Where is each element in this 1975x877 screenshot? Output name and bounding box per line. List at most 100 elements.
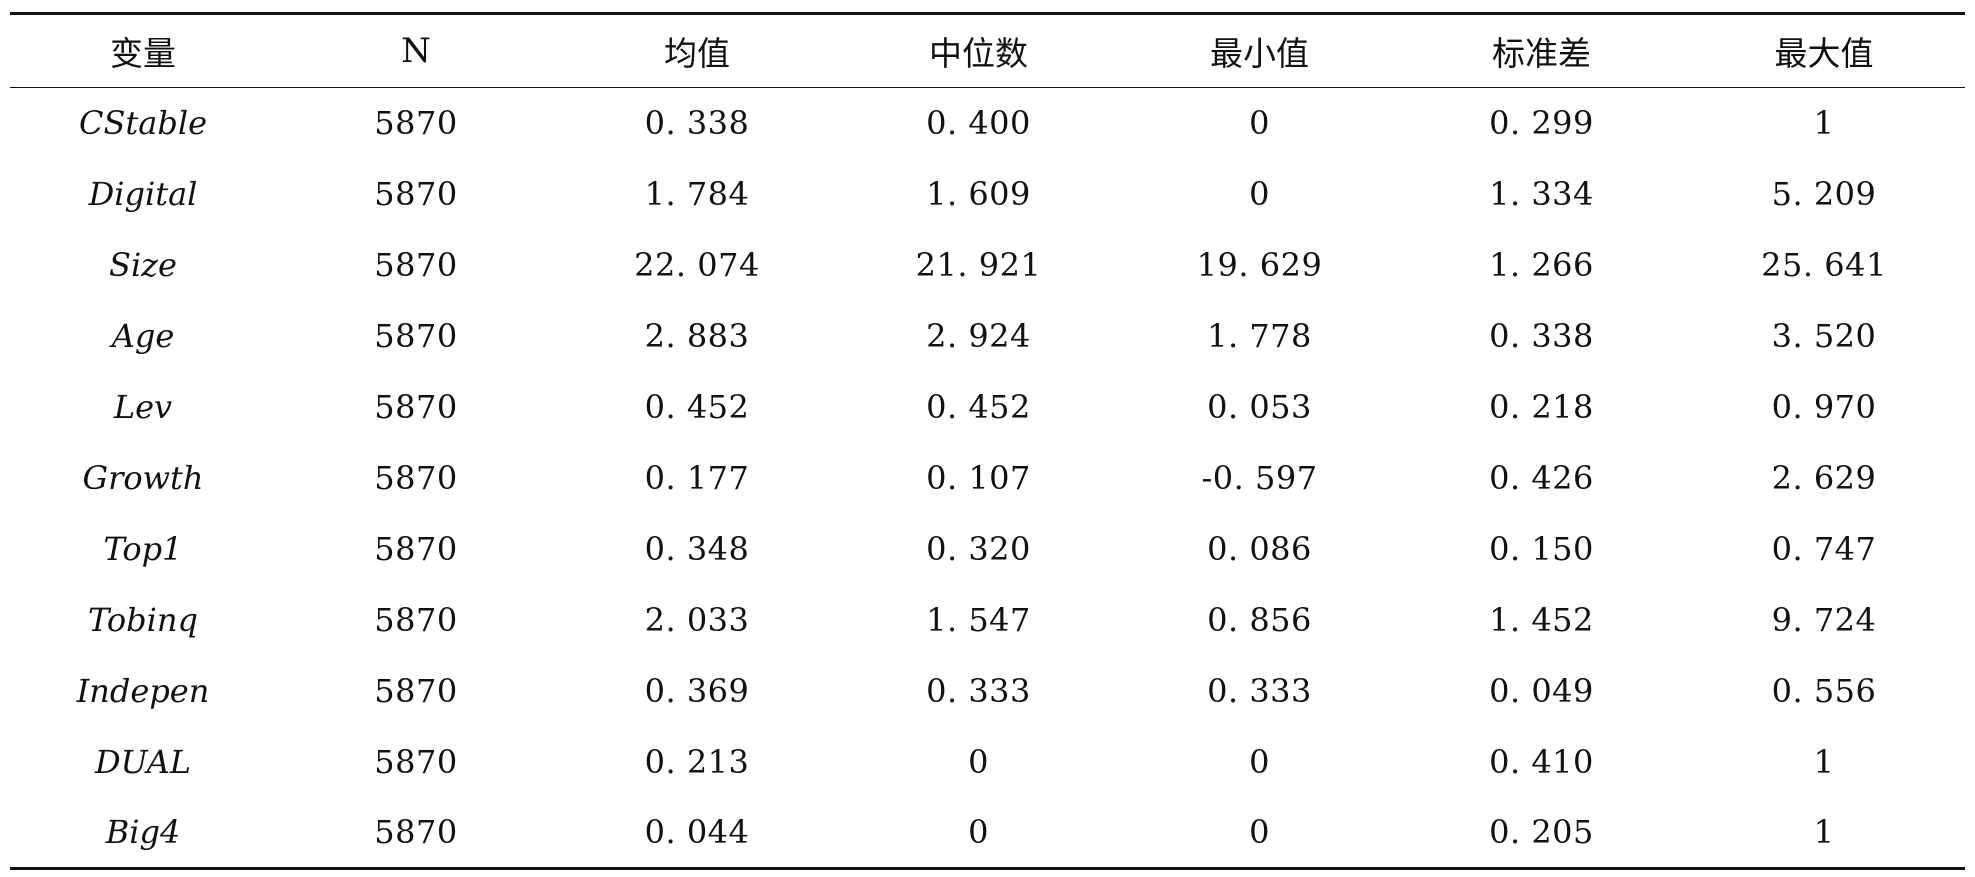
min-cell: 0 (1249, 175, 1270, 213)
mean-cell: 0. 044 (556, 797, 838, 870)
max-cell: 2. 629 (1771, 459, 1877, 497)
table-row: Lev 5870 0. 452 0. 452 0. 053 0. 218 0. 970 (10, 372, 1965, 443)
median-cell: 0. 107 (926, 459, 1031, 497)
table-header: 变量 N 均值 中位数 最小值 标准差 最大值 (10, 12, 1965, 88)
n-cell: 5870 (276, 797, 556, 870)
table-row: DUAL 5870 0. 213 0 0 0. 410 1 (10, 727, 1965, 798)
sd-cell: 1. 452 (1489, 601, 1594, 639)
sd-cell: 0. 410 (1489, 743, 1594, 781)
variable-cell: Indepen (76, 672, 210, 710)
min-cell: 1. 778 (1207, 317, 1312, 355)
mean-cell: 0. 452 (644, 388, 750, 426)
min-cell: 0 (1249, 743, 1270, 781)
header-min: 最小值 (1119, 12, 1400, 88)
median-cell: 21. 921 (915, 246, 1042, 284)
min-cell: 0 (1119, 797, 1400, 870)
max-cell: 1 (1683, 797, 1965, 870)
n-cell: 5870 (374, 317, 458, 355)
n-cell: 5870 (374, 672, 458, 710)
max-cell: 9. 724 (1771, 601, 1877, 639)
max-cell: 1 (1813, 104, 1835, 143)
n-cell: 5870 (374, 104, 458, 143)
variable-cell: Size (109, 246, 177, 284)
descriptive-statistics-table-container: 变量 N 均值 中位数 最小值 标准差 最大值 CStable 5870 0. 33… (10, 12, 1965, 870)
table-row: Tobinq 5870 2. 033 1. 547 0. 856 1. 452 9. 724 (10, 585, 1965, 656)
median-cell: 0. 452 (926, 388, 1031, 426)
min-cell: 0. 333 (1207, 672, 1312, 710)
mean-cell: 0. 213 (644, 743, 750, 781)
table-row: Indepen 5870 0. 369 0. 333 0. 333 0. 049 0. 55… (10, 656, 1965, 727)
header-median: 中位数 (838, 12, 1119, 88)
sd-cell: 0. 426 (1489, 459, 1594, 497)
variable-cell: Big4 (10, 797, 276, 870)
median-cell: 2. 924 (926, 317, 1031, 355)
header-mean: 均值 (556, 12, 838, 88)
min-cell: 0. 086 (1207, 530, 1312, 568)
median-cell: 1. 547 (926, 601, 1031, 639)
table-row: Digital 5870 1. 784 1. 609 0 1. 334 5. 209 (10, 159, 1965, 230)
variable-cell: DUAL (95, 743, 191, 781)
n-cell: 5870 (374, 175, 458, 213)
header-variable: 变量 (10, 12, 276, 88)
header-row: 变量 N 均值 中位数 最小值 标准差 最大值 (10, 12, 1965, 88)
table-body: CStable 5870 0. 338 0. 400 0 0. 299 1 Digital 58… (10, 88, 1965, 870)
min-cell: 0. 856 (1207, 601, 1312, 639)
min-cell: 19. 629 (1196, 246, 1323, 284)
median-cell: 0 (838, 797, 1119, 870)
table-row: Age 5870 2. 883 2. 924 1. 778 0. 338 3. 520 (10, 301, 1965, 372)
median-cell: 0 (968, 743, 989, 781)
mean-cell: 22. 074 (634, 246, 760, 284)
sd-cell: 1. 266 (1489, 246, 1594, 284)
max-cell: 1 (1813, 743, 1835, 781)
median-cell: 1. 609 (926, 175, 1031, 213)
max-cell: 25. 641 (1761, 246, 1887, 284)
n-cell: 5870 (374, 601, 458, 639)
mean-cell: 0. 348 (644, 530, 750, 568)
variable-cell: CStable (79, 104, 207, 143)
mean-cell: 0. 369 (644, 672, 750, 710)
variable-cell: Growth (82, 459, 204, 497)
max-cell: 0. 556 (1771, 672, 1877, 710)
mean-cell: 0. 338 (644, 104, 750, 143)
mean-cell: 0. 177 (644, 459, 750, 497)
n-cell: 5870 (374, 743, 458, 781)
variable-cell: Top1 (103, 530, 183, 568)
sd-cell: 0. 338 (1489, 317, 1594, 355)
table-row: Big4 5870 0. 044 0 0 0. 205 1 (10, 797, 1965, 870)
table-row: Growth 5870 0. 177 0. 107 -0. 597 0. 426 2. 62… (10, 443, 1965, 514)
sd-cell: 0. 049 (1489, 672, 1594, 710)
table-row: Top1 5870 0. 348 0. 320 0. 086 0. 150 0. 747 (10, 514, 1965, 585)
max-cell: 0. 747 (1771, 530, 1877, 568)
table-row: CStable 5870 0. 338 0. 400 0 0. 299 1 (10, 88, 1965, 159)
sd-cell: 1. 334 (1489, 175, 1594, 213)
header-max: 最大值 (1683, 12, 1965, 88)
n-cell: 5870 (374, 459, 458, 497)
median-cell: 0. 333 (926, 672, 1031, 710)
mean-cell: 2. 033 (644, 601, 750, 639)
median-cell: 0. 400 (926, 104, 1031, 143)
max-cell: 0. 970 (1771, 388, 1877, 426)
mean-cell: 2. 883 (644, 317, 750, 355)
variable-cell: Digital (88, 175, 198, 213)
sd-cell: 0. 150 (1489, 530, 1594, 568)
table-row: Size 5870 22. 074 21. 921 19. 629 1. 266 25. 6… (10, 230, 1965, 301)
max-cell: 3. 520 (1771, 317, 1877, 355)
sd-cell: 0. 205 (1400, 797, 1683, 870)
header-sd: 标准差 (1400, 12, 1683, 88)
mean-cell: 1. 784 (644, 175, 750, 213)
min-cell: 0. 053 (1207, 388, 1312, 426)
variable-cell: Lev (113, 388, 173, 426)
median-cell: 0. 320 (926, 530, 1031, 568)
sd-cell: 0. 299 (1489, 104, 1594, 143)
descriptive-statistics-table: 变量 N 均值 中位数 最小值 标准差 最大值 CStable 5870 0. 33… (10, 12, 1965, 870)
variable-cell: Age (111, 317, 175, 355)
n-cell: 5870 (374, 246, 458, 284)
min-cell: -0. 597 (1201, 459, 1318, 497)
header-n: N (276, 12, 556, 88)
n-cell: 5870 (374, 388, 458, 426)
min-cell: 0 (1249, 104, 1270, 143)
n-cell: 5870 (374, 530, 458, 568)
max-cell: 5. 209 (1771, 175, 1877, 213)
sd-cell: 0. 218 (1489, 388, 1594, 426)
variable-cell: Tobinq (88, 601, 198, 639)
